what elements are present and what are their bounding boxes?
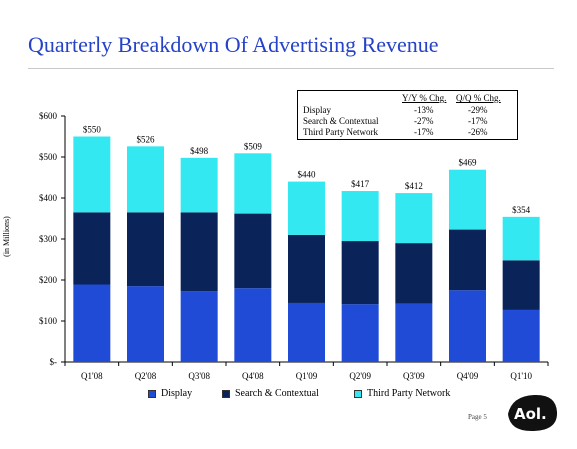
x-tick-label: Q4'08 [242,371,264,381]
aol-logo: Aol. [508,394,558,432]
y-tick-label: $400 [39,193,58,203]
bar-segment-third-party-network [234,153,272,214]
bar-segment-third-party-network [180,157,218,213]
x-tick-label: Q3'08 [188,371,210,381]
bar-segment-search-contextual [127,212,164,287]
bar-segment-search-contextual [341,241,379,305]
summary-header-qq: Q/Q % Chg. [456,93,501,103]
legend-label: Search & Contextual [235,388,319,399]
bar-segment-search-contextual [180,212,218,292]
bar-segment-display [502,309,540,362]
summary-row-yy: -27% [414,116,434,126]
bar-total-label: $412 [405,181,423,191]
legend-swatch-search [222,389,230,398]
bar-segment-display [341,304,379,362]
bar-total-label: $509 [244,141,263,151]
bar-segment-display [180,291,218,362]
legend-swatch-third-party [354,389,362,398]
bar-segment-search-contextual [395,243,433,304]
title-divider [28,68,554,69]
summary-row-label: Search & Contextual [303,116,379,126]
x-tick-label: Q4'09 [457,371,479,381]
chart-labels: $550 Q1'08 $526 Q2'08 $498 Q3'08 $509 Q4'08 $440… [81,125,532,382]
bar-total-label: $550 [83,125,102,135]
chart-bars [73,136,540,362]
bar-total-label: $469 [459,158,478,168]
bar-segment-third-party-network [395,193,433,244]
x-tick-label: Q2'08 [135,371,157,381]
y-tick-label: $200 [39,275,58,285]
bar-segment-search-contextual [73,212,111,285]
bar-segment-search-contextual [288,234,325,303]
summary-row-label: Third Party Network [303,127,378,137]
legend-label: Third Party Network [367,388,451,399]
bar-total-label: $526 [137,134,156,144]
logo-text: Aol. [514,405,547,423]
page-number: Page 5 [468,413,487,421]
y-tick-label: $100 [39,316,58,326]
bar-segment-display [288,302,325,362]
legend-item-display: Display [148,388,192,399]
bar-total-label: $440 [298,170,317,180]
bar-segment-display [449,290,486,362]
summary-row-label: Display [303,105,331,115]
x-tick-label: Q1'09 [296,371,318,381]
bar-segment-search-contextual [234,213,272,289]
bar-segment-third-party-network [502,216,540,261]
bar-segment-search-contextual [449,229,486,291]
summary-row-qq: -29% [468,105,488,115]
legend-label: Display [161,388,193,399]
x-tick-label: Q3'09 [403,371,425,381]
bar-total-label: $354 [512,205,531,215]
summary-row-yy: -17% [414,127,434,137]
bar-segment-third-party-network [288,181,325,235]
bar-segment-search-contextual [502,260,540,310]
y-tick-label: $500 [39,152,58,162]
x-tick-label: Q2'09 [349,371,371,381]
bar-segment-display [395,303,433,362]
bar-total-label: $417 [351,179,370,189]
bar-segment-third-party-network [449,169,486,230]
summary-row-qq: -26% [468,127,488,137]
page-title: Quarterly Breakdown Of Advertising Reven… [28,32,439,57]
x-tick-label: Q1'10 [510,371,532,381]
bar-segment-display [127,286,164,362]
legend-swatch-display [148,389,156,398]
bar-total-label: $498 [190,146,209,156]
summary-row-qq: -17% [468,116,488,126]
x-tick-label: Q1'08 [81,371,103,381]
bar-segment-third-party-network [341,191,379,242]
summary-row-yy: -13% [414,105,434,115]
summary-header-yy: Y/Y % Chg. [402,93,447,103]
legend-item-third-party: Third Party Network [354,388,450,399]
bar-segment-display [73,284,111,362]
y-tick-label: $- [50,357,58,367]
bar-segment-third-party-network [73,136,111,213]
summary-table: Y/Y % Chg. Q/Q % Chg. Display -13% -29% … [297,90,518,140]
y-tick-label: $300 [39,234,58,244]
y-tick-label: $600 [39,111,58,121]
bar-segment-display [234,288,272,362]
legend-item-search: Search & Contextual [222,388,319,399]
bar-segment-third-party-network [127,146,164,213]
